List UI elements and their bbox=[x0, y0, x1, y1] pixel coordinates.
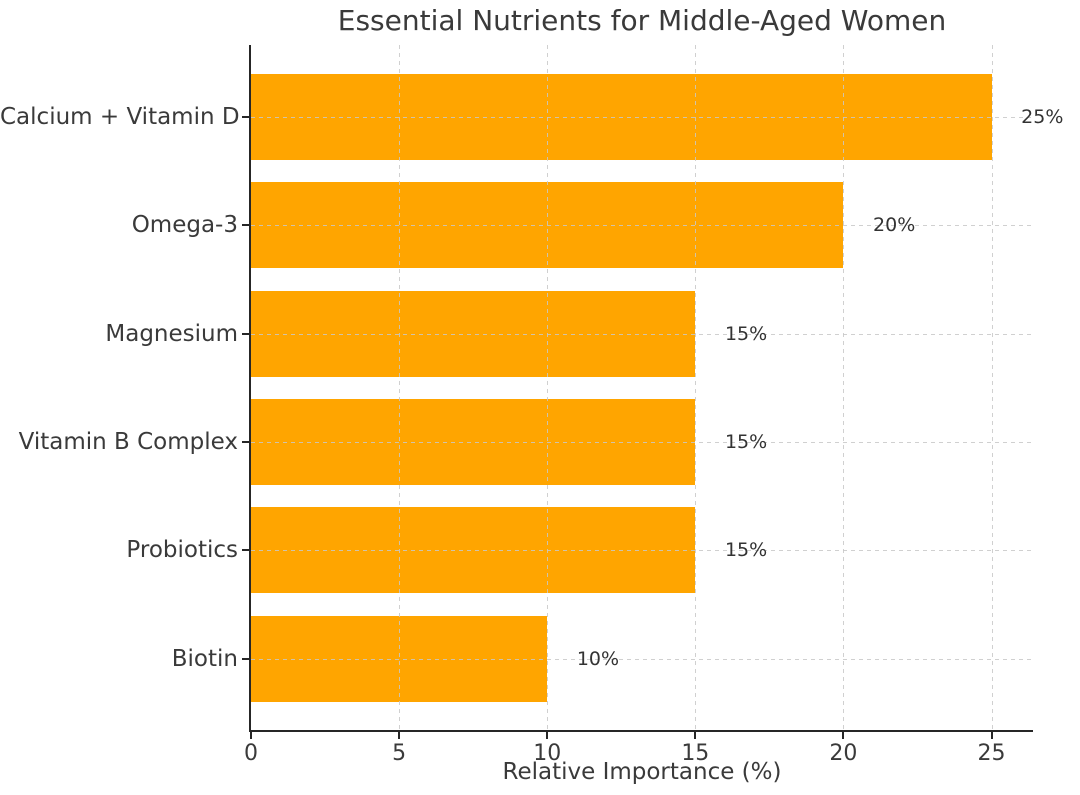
gridline-horizontal bbox=[251, 659, 1033, 660]
y-tick-mark bbox=[242, 332, 249, 335]
y-tick-mark bbox=[242, 657, 249, 660]
y-axis-spine bbox=[249, 45, 251, 732]
gridline-vertical bbox=[399, 45, 400, 730]
x-tick-label: 0 bbox=[244, 741, 258, 766]
gridline-vertical bbox=[992, 45, 993, 730]
y-tick-mark bbox=[242, 440, 249, 443]
y-tick-label: Calcium + Vitamin D bbox=[0, 104, 240, 130]
x-tick-label: 10 bbox=[533, 741, 562, 766]
x-tick-mark bbox=[694, 732, 697, 739]
bar-value-label: 15% bbox=[724, 322, 768, 345]
x-tick-mark bbox=[990, 732, 993, 739]
bar-value-label: 15% bbox=[724, 539, 768, 562]
bar bbox=[251, 290, 696, 377]
y-tick-label: Vitamin B Complex bbox=[18, 428, 238, 455]
gridline-vertical bbox=[695, 45, 696, 730]
y-tick-label: Omega-3 bbox=[131, 212, 238, 239]
bar-value-label: 20% bbox=[873, 214, 916, 237]
gridline-horizontal bbox=[251, 442, 1033, 443]
chart-title: Essential Nutrients for Middle-Aged Wome… bbox=[337, 4, 947, 37]
x-tick-label: 25 bbox=[977, 741, 1006, 766]
x-tick-label: 20 bbox=[829, 741, 858, 766]
y-tick-label: Probiotics bbox=[126, 537, 238, 564]
gridline-horizontal bbox=[251, 225, 1033, 226]
gridline-vertical bbox=[547, 45, 548, 730]
bar-value-label: 25% bbox=[1021, 106, 1064, 128]
x-tick-label: 5 bbox=[392, 741, 407, 766]
gridline-vertical bbox=[843, 45, 844, 730]
x-tick-mark bbox=[250, 732, 252, 739]
y-tick-mark bbox=[242, 549, 249, 552]
y-tick-mark bbox=[242, 116, 249, 118]
bar-value-label: 10% bbox=[576, 647, 620, 670]
bar-value-label: 15% bbox=[724, 430, 768, 453]
gridline-horizontal bbox=[251, 334, 1033, 335]
gridline-horizontal bbox=[251, 550, 1033, 551]
x-axis-label: Relative Importance (%) bbox=[502, 759, 782, 785]
y-tick-label: Biotin bbox=[171, 645, 238, 672]
y-tick-mark bbox=[242, 224, 249, 227]
y-tick-label: Magnesium bbox=[105, 320, 238, 347]
x-tick-mark bbox=[842, 732, 845, 739]
x-tick-label: 15 bbox=[681, 741, 710, 766]
x-tick-mark bbox=[546, 732, 549, 739]
x-axis-spine bbox=[249, 730, 1033, 732]
gridline-horizontal bbox=[251, 117, 1033, 118]
x-tick-mark bbox=[398, 732, 401, 739]
bar bbox=[251, 398, 696, 485]
